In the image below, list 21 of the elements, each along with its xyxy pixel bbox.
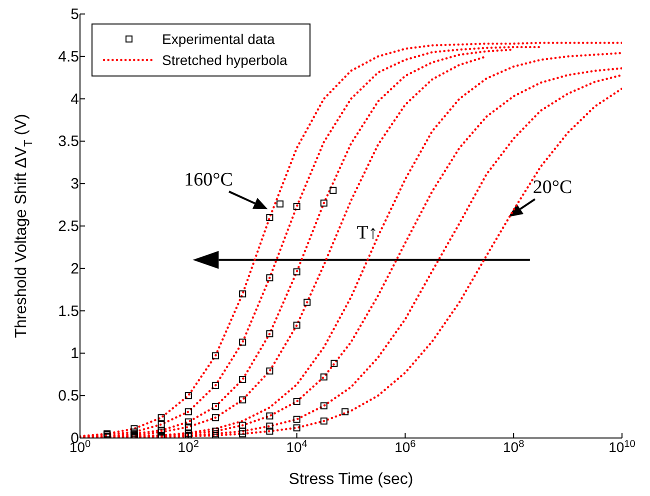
y-tick-label: 2.5 — [58, 218, 79, 235]
x-axis-title: Stress Time (sec) — [288, 471, 414, 488]
y-tick-label: 1.5 — [58, 302, 79, 320]
x-tick-label: 10$^{8}$ — [503, 438, 525, 455]
y-tick-label: 3.5 — [58, 133, 79, 150]
y-tick-label: 0.5 — [58, 388, 79, 405]
y-tick-label: 4 — [70, 90, 79, 108]
y-tick-label: 2 — [70, 260, 79, 278]
y-tick-label: 4.5 — [58, 48, 79, 66]
legend-label: Experimental data — [162, 31, 276, 47]
legend-label: Stretched hyperbola — [162, 52, 288, 68]
annotation: 160°C — [184, 170, 233, 191]
x-tick-label: 10$^{6}$ — [394, 438, 416, 455]
x-tick-label: 10$^{10}$ — [608, 438, 636, 455]
y-tick-label: 5 — [70, 6, 79, 23]
x-tick-label: 10$^{2}$ — [178, 438, 200, 455]
y-tick-label: 1 — [70, 345, 79, 362]
x-tick-label: 10$^{4}$ — [286, 438, 308, 455]
annotation: 20°C — [532, 177, 572, 198]
y-tick-label: 3 — [70, 176, 79, 193]
annotation: T↑ — [356, 222, 378, 244]
